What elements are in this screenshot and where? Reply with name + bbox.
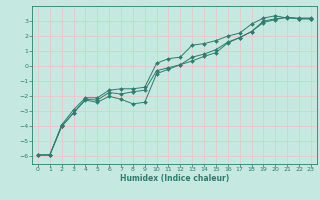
X-axis label: Humidex (Indice chaleur): Humidex (Indice chaleur): [120, 174, 229, 183]
